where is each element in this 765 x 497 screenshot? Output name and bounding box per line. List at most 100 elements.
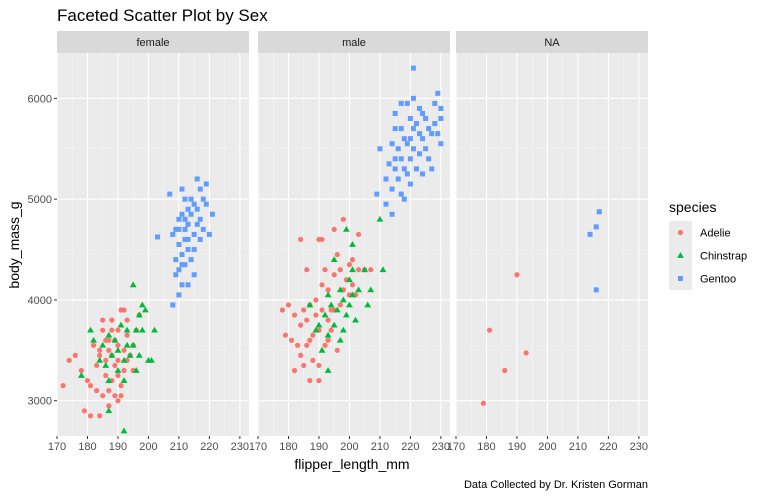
x-tick-label: 200 — [538, 441, 556, 453]
data-point-chinstrap — [336, 336, 344, 343]
data-point-adelie — [97, 352, 103, 358]
data-point-adelie — [124, 317, 130, 323]
data-point-gentoo — [182, 262, 188, 268]
data-point-gentoo — [395, 176, 401, 182]
data-point-gentoo — [423, 146, 429, 152]
data-point-gentoo — [407, 116, 413, 122]
data-point-adelie — [298, 322, 304, 328]
data-point-gentoo — [438, 116, 444, 122]
data-point-gentoo — [593, 287, 599, 293]
data-point-gentoo — [395, 146, 401, 152]
data-point-gentoo — [185, 247, 191, 253]
data-point-gentoo — [398, 191, 404, 197]
facet-panel-male: male 170 180 190 200 210 220 230 — [249, 31, 450, 453]
data-point-adelie — [322, 267, 328, 273]
data-point-adelie — [340, 216, 346, 222]
data-point-adelie — [100, 317, 106, 323]
data-point-gentoo — [188, 196, 194, 202]
data-point-adelie — [480, 400, 487, 406]
data-point-adelie — [310, 357, 316, 364]
data-point-chinstrap — [129, 341, 137, 348]
data-point-gentoo — [173, 272, 179, 278]
data-point-chinstrap — [114, 367, 122, 373]
data-point-chinstrap — [148, 357, 155, 363]
data-point-chinstrap — [151, 326, 158, 333]
data-point-chinstrap — [129, 281, 137, 288]
data-point-adelie — [106, 403, 112, 409]
data-point-gentoo — [587, 231, 593, 237]
data-point-adelie — [115, 327, 121, 333]
data-point-gentoo — [170, 231, 176, 237]
data-point-gentoo — [176, 226, 182, 232]
legend: species Adelie Chinstrap Gentoo — [669, 199, 747, 290]
data-point-chinstrap — [321, 311, 329, 318]
data-point-adelie — [502, 367, 508, 374]
data-point-gentoo — [423, 116, 429, 122]
data-point-chinstrap — [135, 311, 143, 318]
data-point-adelie — [112, 393, 118, 399]
data-point-gentoo — [392, 156, 398, 162]
data-point-chinstrap — [135, 351, 143, 358]
data-point-gentoo — [389, 186, 395, 192]
x-tick-label: 210 — [170, 441, 188, 453]
legend-marker-gentoo — [678, 276, 683, 281]
data-point-gentoo — [185, 221, 191, 227]
data-point-chinstrap — [324, 291, 332, 298]
data-point-gentoo — [188, 211, 194, 217]
data-point-adelie — [115, 398, 121, 404]
data-point-adelie — [87, 383, 94, 389]
data-point-adelie — [121, 347, 127, 353]
data-point-chinstrap — [367, 286, 375, 293]
data-point-adelie — [304, 267, 310, 273]
facet-strip-label: male — [342, 37, 366, 49]
data-point-adelie — [313, 297, 319, 303]
x-tick-label: 220 — [401, 441, 419, 453]
data-point-gentoo — [191, 272, 197, 278]
data-point-chinstrap — [361, 266, 369, 273]
data-point-chinstrap — [342, 225, 350, 232]
data-point-chinstrap — [111, 336, 119, 343]
data-point-gentoo — [191, 247, 197, 253]
data-point-adelie — [298, 352, 304, 358]
data-point-chinstrap — [123, 341, 131, 348]
data-point-gentoo — [432, 121, 438, 127]
data-point-adelie — [355, 267, 362, 273]
data-point-chinstrap — [114, 346, 122, 353]
data-point-gentoo — [377, 146, 383, 152]
x-tick-label: 200 — [139, 441, 157, 453]
data-point-adelie — [109, 317, 115, 323]
data-point-chinstrap — [108, 351, 116, 358]
legend-items: Adelie Chinstrap Gentoo — [669, 221, 747, 290]
data-point-chinstrap — [339, 296, 347, 303]
data-point-gentoo — [386, 161, 392, 167]
data-point-gentoo — [197, 216, 203, 222]
data-point-adelie — [118, 383, 124, 389]
data-point-adelie — [355, 231, 362, 238]
data-point-gentoo — [407, 181, 413, 187]
data-point-adelie — [103, 357, 109, 364]
data-point-gentoo — [383, 176, 389, 182]
legend-marker-adelie — [677, 229, 684, 236]
data-point-chinstrap — [105, 407, 113, 414]
data-point-chinstrap — [315, 321, 323, 328]
y-tick-label: 6000 — [28, 93, 52, 105]
data-point-gentoo — [197, 236, 203, 242]
data-point-adelie — [319, 236, 325, 243]
data-point-adelie — [285, 302, 292, 308]
x-tick-label: 230 — [231, 441, 249, 453]
data-point-adelie — [94, 388, 100, 394]
y-tick-label: 5000 — [28, 194, 52, 206]
facet-strip — [57, 31, 249, 53]
data-point-adelie — [514, 272, 520, 278]
data-point-gentoo — [417, 151, 423, 157]
data-point-adelie — [307, 337, 313, 343]
data-point-chinstrap — [379, 266, 387, 273]
x-tick-label: 170 — [249, 441, 267, 453]
data-point-gentoo — [182, 196, 188, 202]
data-point-chinstrap — [141, 306, 149, 313]
data-point-chinstrap — [349, 266, 356, 273]
panel-background — [57, 53, 249, 436]
facet-panel-female: female 170 180 190 200 210 220 230 3000 4000 5000 6… — [28, 31, 249, 453]
x-axis-title: flipper_length_mm — [294, 456, 409, 472]
data-point-chinstrap — [355, 286, 362, 293]
